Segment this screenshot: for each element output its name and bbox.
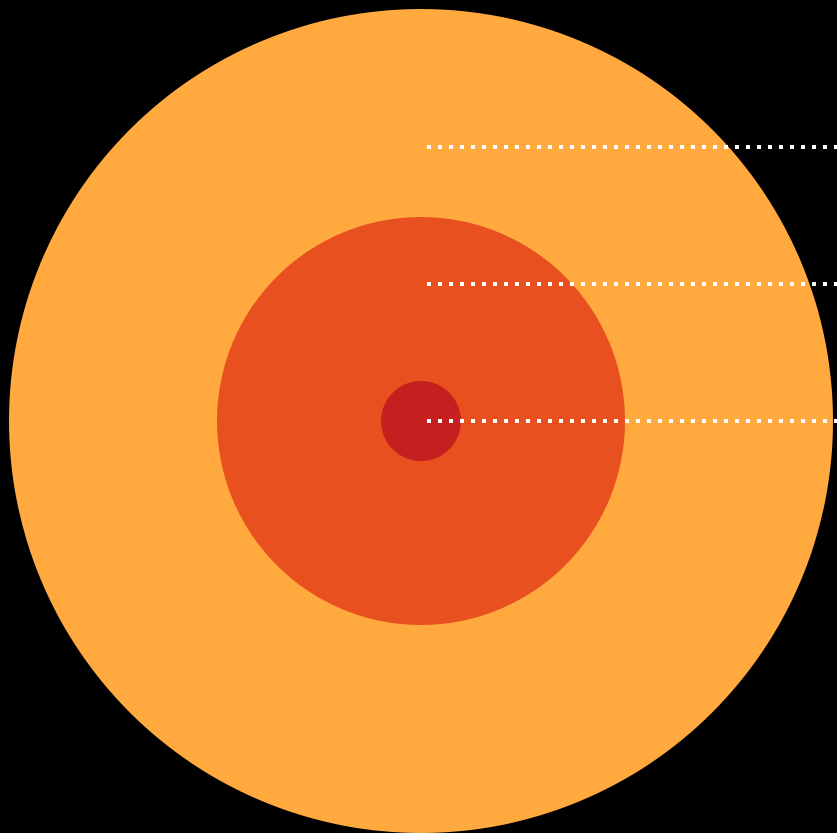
inner-core	[381, 381, 461, 461]
